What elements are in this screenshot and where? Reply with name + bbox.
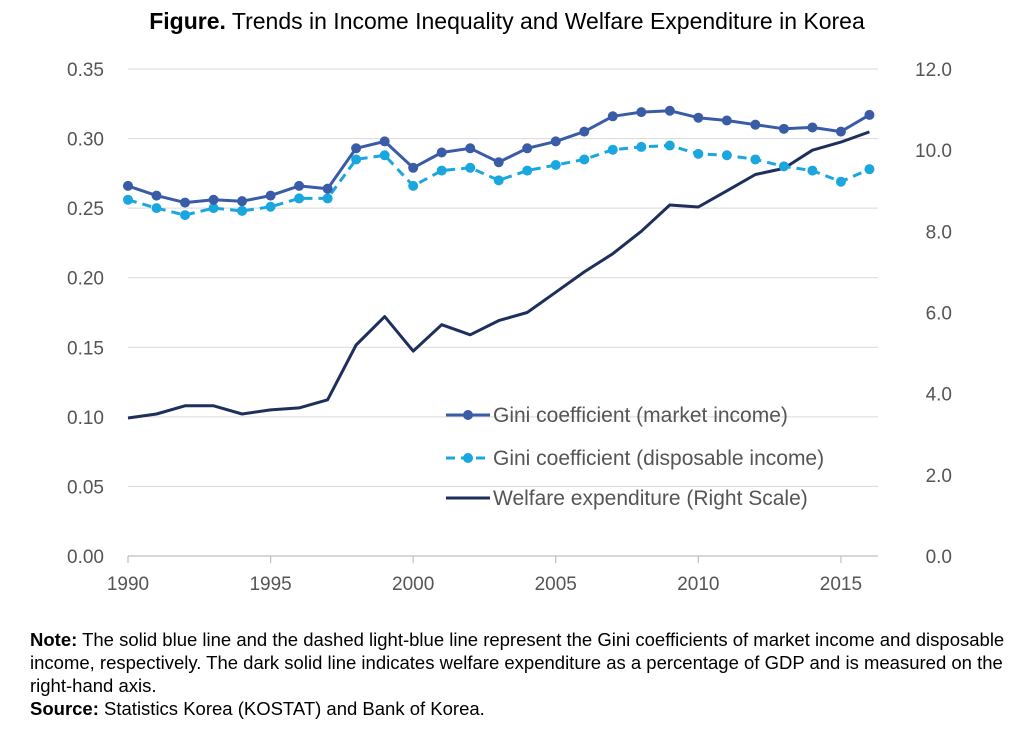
data-point (693, 112, 704, 123)
legend: Gini coefficient (market income) Gini coe… (446, 404, 824, 510)
figure-title: Figure. Trends in Income Inequality and … (0, 8, 1014, 35)
data-point (579, 154, 590, 165)
data-point (237, 205, 248, 216)
series-line (127, 144, 871, 217)
data-point (664, 105, 675, 116)
x-tick-label: 2010 (677, 574, 719, 595)
line-chart: 0.00 0.05 0.10 0.15 0.20 0.25 0.30 0.35 0.0 2.0 4.… (67, 60, 952, 595)
data-point (807, 165, 818, 176)
data-point (265, 201, 276, 212)
data-point (778, 161, 789, 172)
data-point (778, 123, 789, 134)
source-text: Statistics Korea (KOSTAT) and Bank of Ko… (98, 698, 485, 719)
data-point (522, 165, 533, 176)
x-tick-label: 1990 (107, 574, 149, 595)
x-tick-label: 2000 (392, 574, 434, 595)
data-point (208, 203, 219, 214)
y-right-tick-label: 2.0 (926, 466, 952, 487)
data-point (721, 150, 732, 161)
source-paragraph: Source: Statistics Korea (KOSTAT) and Ba… (30, 697, 1005, 720)
data-point (493, 157, 504, 168)
data-point (835, 176, 846, 187)
data-point (408, 180, 419, 191)
legend-marker (463, 410, 473, 420)
data-point (607, 111, 618, 122)
data-point (636, 107, 647, 118)
data-point (835, 126, 846, 137)
data-point (322, 193, 333, 204)
source-label: Source: (30, 698, 99, 719)
data-point (322, 183, 333, 194)
y-left-tick-label: 0.35 (67, 60, 104, 81)
data-point (123, 180, 133, 191)
data-point (151, 190, 162, 201)
data-point (208, 194, 219, 205)
data-point (750, 119, 761, 130)
data-point (151, 203, 162, 214)
legend-label: Welfare expenditure (Right Scale) (493, 487, 808, 510)
series-line (127, 130, 870, 420)
y-right-tick-label: 8.0 (926, 222, 952, 243)
data-point (607, 144, 618, 155)
y-right-tick-label: 6.0 (926, 304, 952, 325)
data-point (664, 140, 675, 151)
data-point (579, 126, 590, 137)
data-point (693, 148, 704, 159)
y-left-tick-label: 0.10 (67, 408, 104, 429)
legend-label: Gini coefficient (market income) (493, 404, 788, 427)
data-point (180, 197, 191, 208)
data-point (351, 143, 362, 154)
y-right-tick-label: 4.0 (926, 385, 952, 406)
figure-note: Note: The solid blue line and the dashed… (30, 628, 1005, 720)
data-point (180, 210, 191, 221)
y-left-tick-label: 0.15 (67, 338, 104, 359)
data-point (636, 141, 647, 152)
y-left-tick-label: 0.00 (67, 547, 104, 568)
data-point (522, 143, 533, 154)
data-point (465, 162, 476, 173)
data-point (807, 122, 818, 133)
figure-title-prefix: Figure. (149, 8, 226, 34)
y-left-tick-label: 0.05 (67, 477, 104, 498)
y-left-tick-label: 0.20 (67, 269, 104, 290)
data-point (436, 147, 447, 158)
data-point (379, 136, 390, 147)
note-text: The solid blue line and the dashed light… (30, 629, 1005, 696)
y-right-tick-label: 10.0 (915, 141, 952, 162)
note-paragraph: Note: The solid blue line and the dashed… (30, 628, 1005, 697)
x-tick-label: 1995 (249, 574, 291, 595)
y-left-tick-label: 0.30 (67, 130, 104, 151)
data-point (550, 136, 561, 147)
y-right-tick-label: 12.0 (915, 60, 952, 81)
x-tick-label: 2015 (820, 574, 862, 595)
data-point (294, 180, 305, 191)
y-left-tick-label: 0.25 (67, 199, 104, 220)
data-point (123, 194, 133, 205)
note-label: Note: (30, 629, 78, 650)
data-point (237, 196, 248, 207)
data-point (721, 115, 732, 126)
data-point (750, 154, 761, 165)
series-layer (123, 105, 875, 420)
data-point (493, 175, 504, 186)
data-point (864, 164, 875, 175)
y-right-tick-label: 0.0 (926, 547, 952, 568)
data-point (379, 150, 390, 161)
figure-title-text: Trends in Income Inequality and Welfare … (231, 8, 865, 34)
data-point (408, 162, 419, 173)
legend-marker (463, 453, 473, 463)
data-point (436, 165, 447, 176)
x-tick-label: 2005 (535, 574, 577, 595)
data-point (550, 160, 561, 171)
data-point (294, 193, 305, 204)
data-point (465, 143, 476, 154)
axes: 0.00 0.05 0.10 0.15 0.20 0.25 0.30 0.35 0.0 2.0 4.… (67, 60, 952, 595)
data-point (265, 190, 276, 201)
data-point (351, 154, 362, 165)
legend-label: Gini coefficient (disposable income) (493, 447, 824, 470)
data-point (864, 109, 875, 120)
